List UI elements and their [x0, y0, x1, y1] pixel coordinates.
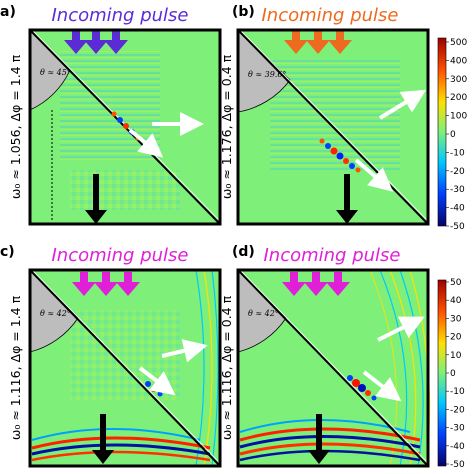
down-arrow: [92, 414, 114, 464]
colorbar-tick-label: 0: [450, 369, 456, 379]
reflected-arrow: [378, 89, 427, 120]
angle-label: θ ≈ 42°: [40, 309, 71, 318]
colorbar-tick-label: -20: [450, 405, 465, 415]
colorbar-tick-label: 200: [450, 93, 467, 103]
panel-label: a): [0, 4, 16, 20]
panel-c: θ ≈ 42° Incoming pulse c) ω₀ ≈ 1.116, Δφ…: [0, 244, 222, 468]
colorbar-tick-label: 10: [450, 351, 462, 361]
transmitted-arrow: [362, 370, 402, 402]
panel-label: (b): [232, 4, 255, 20]
panel-frame: [236, 268, 430, 468]
colorbar-tick-label: -50: [450, 460, 465, 470]
colorbar-tick-label: -50: [450, 222, 465, 232]
panel-ylabel: ω₀ ≈ 1.116, Δφ = 0.4 π: [219, 295, 234, 440]
bottom-bands: [31, 428, 211, 462]
panel-frame: [236, 28, 430, 226]
interface-line: [29, 269, 221, 467]
colorbar-tick-label: -10: [450, 387, 465, 397]
colorbar-tick-label: -10: [450, 148, 465, 158]
colorbar-tick-label: 100: [450, 112, 467, 122]
transmitted-arrow: [138, 366, 176, 396]
colorbar-tick-label: 50: [450, 278, 462, 288]
interface-line: [239, 29, 429, 222]
panel-ylabel: ω₀ ≈ 1.176, Δφ = 0.4 π: [219, 54, 234, 199]
panel-frame: [28, 268, 222, 468]
colorbar: [437, 279, 447, 467]
angle-label: θ ≈ 42°: [248, 309, 279, 318]
colorbar-tick-label: 300: [450, 75, 467, 85]
panel-b: θ ≈ 39.6° Incoming pulse (b) ω₀ ≈ 1.176,…: [219, 4, 467, 232]
panel-label: c): [0, 244, 15, 260]
angle-label: θ ≈ 39.6°: [248, 70, 286, 79]
panel-frame: [28, 28, 222, 226]
interface-line: [239, 269, 429, 464]
fringe-region: [70, 170, 180, 210]
panel-ylabel: ω₀ ≈ 1.116, Δφ = 1.4 π: [8, 295, 23, 440]
colorbar-tick-label: -40: [450, 442, 465, 452]
colorbar-tick-label: 40: [450, 296, 462, 306]
panel-label: (d): [232, 244, 255, 260]
transmitted-arrow: [354, 158, 394, 192]
incoming-arrows: [282, 272, 350, 296]
panel-title: Incoming pulse: [51, 245, 188, 266]
colorbar-tick-label: 400: [450, 56, 467, 66]
colorbar-tick-label: 20: [450, 333, 462, 343]
reflected-arrow: [161, 339, 208, 363]
colorbar-tick-label: 500: [450, 38, 467, 48]
panel-ylabel: ω₀ ≈ 1.056, Δφ = 1.4 π: [8, 54, 23, 199]
colorbar: [437, 37, 447, 227]
incoming-arrows: [64, 30, 128, 54]
interface-line: [237, 29, 429, 225]
down-arrow: [336, 174, 358, 224]
panel-title: Incoming pulse: [263, 245, 400, 266]
wave-packet: [319, 138, 361, 173]
reflected-arrow: [377, 316, 425, 342]
bottom-bands: [239, 419, 421, 462]
colorbar-tick-label: -30: [450, 185, 465, 195]
panel-a: θ ≈ 45° Incoming pulse a) ω₀ ≈ 1.056, Δφ…: [0, 4, 222, 226]
down-arrow: [308, 414, 330, 464]
interface-line: [31, 269, 221, 464]
colorbar-tick-label: -20: [450, 167, 465, 177]
down-arrow: [85, 174, 107, 224]
colorbar-tick-label: 0: [450, 130, 456, 140]
panel-title: Incoming pulse: [261, 5, 398, 26]
panel-d: θ ≈ 42° Incoming pulse (d) ω₀ ≈ 1.116, Δ…: [219, 244, 465, 470]
angle-label: θ ≈ 45°: [40, 68, 71, 77]
incoming-arrows: [284, 30, 352, 54]
colorbar-ticks: 50 40 30 20 10 0 -10 -20 -30 -40 -50: [446, 278, 465, 470]
colorbar-tick-label: -30: [450, 424, 465, 434]
colorbar-tick-label: 30: [450, 314, 462, 324]
panel-title: Incoming pulse: [51, 5, 188, 26]
incoming-arrows: [72, 272, 140, 296]
colorbar-ticks: 500 400 300 200 100 0 -10 -20 -30 -40 -50: [446, 38, 467, 232]
transmitted-arrow: [128, 128, 164, 158]
interface-line: [237, 269, 429, 467]
colorbar-tick-label: -40: [450, 204, 465, 214]
